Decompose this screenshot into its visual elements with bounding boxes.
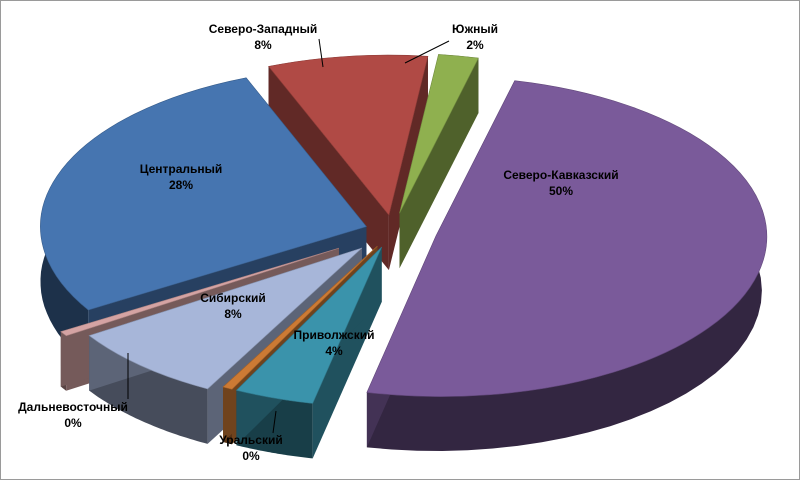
leader-line-2 bbox=[272, 410, 277, 434]
pie-slice-5 bbox=[40, 77, 367, 311]
leader-line-7 bbox=[404, 40, 450, 64]
slice-name-label-4: Дальневосточный bbox=[18, 400, 128, 414]
slice-value-label-3: 8% bbox=[224, 307, 242, 321]
pie-slice-1 bbox=[235, 246, 382, 404]
pie-slice-4 bbox=[60, 247, 339, 337]
slice-value-label-6: 8% bbox=[254, 38, 272, 52]
slice-name-label-5: Центральный bbox=[140, 162, 223, 176]
pie-slice-3 bbox=[88, 247, 363, 390]
slice-value-label-4: 0% bbox=[64, 416, 82, 430]
slice-name-label-7: Южный bbox=[452, 22, 498, 36]
slice-value-label-1: 4% bbox=[325, 344, 343, 358]
pie-radial-wall-6-1 bbox=[388, 56, 428, 271]
pie-slice-2 bbox=[222, 245, 378, 390]
pie-slice-0 bbox=[366, 80, 768, 397]
slice-name-label-2: Уральский bbox=[219, 433, 282, 447]
pie-leader-lines bbox=[127, 38, 450, 434]
pie-slice-7 bbox=[399, 54, 479, 214]
leader-line-6 bbox=[318, 38, 324, 68]
pie-labels: Северо-Кавказский 50% Приволжский 4% Уральск… bbox=[18, 22, 619, 463]
pie-radial-wall-7-1 bbox=[399, 58, 479, 269]
slice-name-label-1: Приволжский bbox=[294, 328, 375, 342]
slice-value-label-2: 0% bbox=[242, 449, 260, 463]
slice-name-label-3: Сибирский bbox=[200, 291, 266, 305]
slice-value-label-7: 2% bbox=[466, 38, 484, 52]
pie-slice-6 bbox=[268, 54, 429, 216]
slice-value-label-0: 50% bbox=[549, 184, 573, 198]
pie-tops bbox=[40, 54, 768, 404]
slice-name-label-6: Северо-Западный bbox=[209, 22, 318, 36]
slice-value-label-5: 28% bbox=[169, 178, 193, 192]
slice-name-label-0: Северо-Кавказский bbox=[503, 168, 618, 182]
